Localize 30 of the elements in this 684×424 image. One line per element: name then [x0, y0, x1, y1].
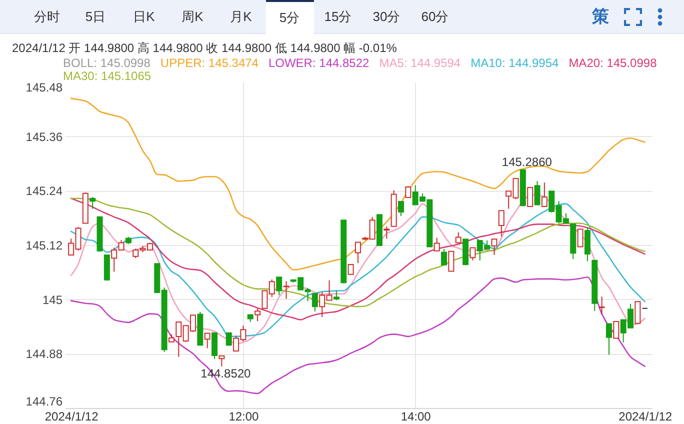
x-tick-label: 12:00	[228, 410, 260, 424]
annotation: 145.2860	[502, 154, 552, 169]
y-tick-label: 145.12	[26, 238, 63, 252]
y-tick-label: 144.76	[26, 394, 63, 408]
text: 5日	[84, 8, 107, 26]
y-tick-label: 145.36	[26, 130, 63, 144]
text: UPPER: 145.3474	[160, 56, 258, 70]
text: 60分	[420, 8, 450, 26]
legend-title: BOLL: 145.0998	[63, 56, 150, 70]
text: 30分	[372, 8, 402, 26]
text: MA30: 145.1065	[63, 69, 152, 83]
y-tick-label: 144.88	[26, 347, 63, 362]
x-tick-label: 2024/1/12	[44, 410, 99, 424]
text: MA10: 144.9954	[470, 56, 559, 70]
x-tick-label: 14:00	[400, 410, 432, 424]
text: 月K	[229, 8, 253, 26]
y-tick-label: 145	[42, 292, 63, 307]
text: 周K	[180, 8, 204, 26]
text: LOWER: 144.8522	[268, 56, 370, 70]
chart-subtitle: 2024/1/12 开 144.9800 高 144.9800 收 144.9800 低 144.9800 幅 -0.01%	[12, 40, 397, 57]
y-tick-label: 145.24	[26, 184, 63, 198]
x-tick-label: 2024/1/12	[618, 410, 672, 424]
text: 5分	[266, 0, 314, 34]
text: 日K	[132, 8, 156, 26]
text: 策	[592, 6, 609, 28]
y-tick-label: 145.48	[26, 80, 63, 94]
text: MA5: 144.9594	[379, 56, 461, 70]
text: 15分	[323, 8, 353, 26]
text: MA20: 145.0998	[568, 56, 657, 70]
text: 分时	[33, 8, 61, 26]
